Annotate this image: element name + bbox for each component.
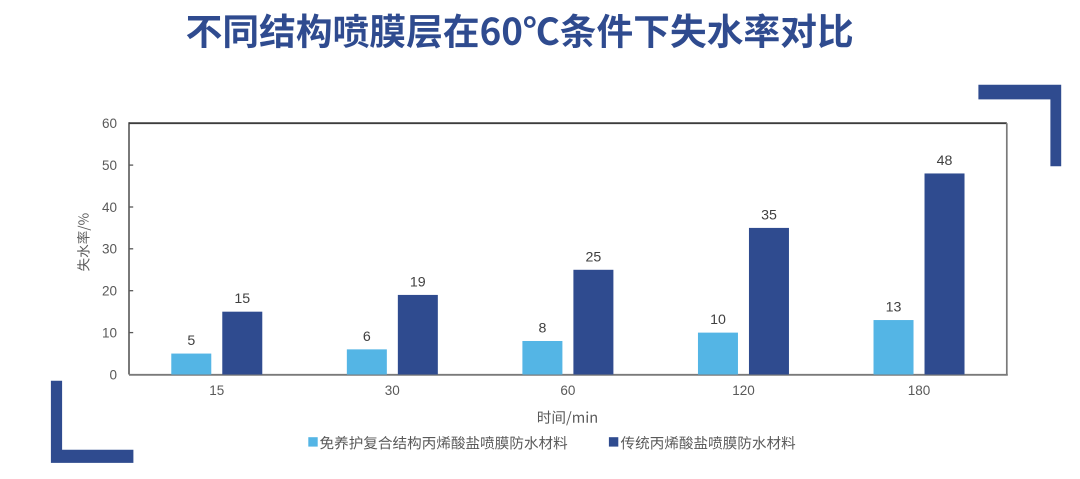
svg-text:15: 15 bbox=[209, 383, 224, 398]
svg-text:50: 50 bbox=[102, 158, 117, 173]
svg-text:10: 10 bbox=[710, 312, 726, 328]
svg-text:25: 25 bbox=[586, 249, 602, 265]
svg-text:6: 6 bbox=[363, 329, 371, 345]
svg-text:30: 30 bbox=[385, 383, 400, 398]
svg-text:10: 10 bbox=[102, 325, 117, 340]
svg-text:48: 48 bbox=[937, 153, 953, 169]
svg-text:19: 19 bbox=[410, 274, 426, 290]
svg-text:13: 13 bbox=[886, 300, 902, 316]
svg-text:40: 40 bbox=[102, 200, 117, 215]
svg-text:0: 0 bbox=[109, 367, 117, 382]
svg-text:15: 15 bbox=[234, 291, 250, 307]
svg-text:180: 180 bbox=[908, 383, 931, 398]
svg-text:30: 30 bbox=[102, 242, 117, 257]
svg-text:35: 35 bbox=[761, 207, 777, 223]
svg-text:120: 120 bbox=[732, 383, 755, 398]
svg-text:5: 5 bbox=[187, 333, 195, 349]
svg-text:60: 60 bbox=[102, 116, 117, 131]
svg-text:20: 20 bbox=[102, 284, 117, 299]
svg-text:8: 8 bbox=[538, 321, 546, 337]
svg-text:60: 60 bbox=[560, 383, 575, 398]
